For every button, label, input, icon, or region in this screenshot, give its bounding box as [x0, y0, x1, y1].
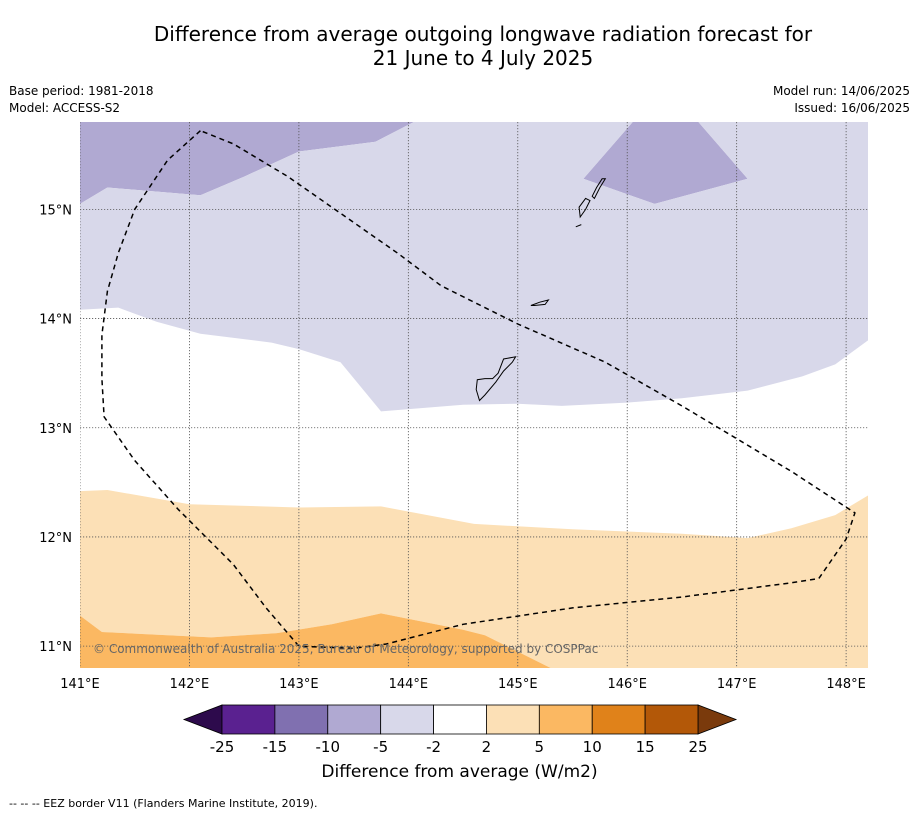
longitude-tick-label: 143°E — [279, 677, 319, 692]
latitude-tick-label: 13°N — [39, 422, 72, 437]
island-outline — [591, 178, 607, 200]
title-line-2: 21 June to 4 July 2025 — [372, 46, 594, 70]
latitude-tick-label: 15°N — [39, 203, 72, 218]
anomaly-region — [80, 490, 868, 668]
model-text: Model: ACCESS-S2 — [9, 101, 121, 115]
forecast-map: © Commonwealth of Australia 2025, Bureau… — [39, 122, 868, 692]
eez-footnote: -- -- -- EEZ border V11 (Flanders Marine… — [9, 797, 318, 810]
latitude-tick-label: 14°N — [39, 313, 72, 328]
latitude-tick-label: 12°N — [39, 531, 72, 546]
model-run-text: Model run: 14/06/2025 — [772, 84, 910, 98]
longitude-tick-label: 142°E — [170, 677, 210, 692]
chart-title: Difference from average outgoing longwav… — [0, 22, 919, 70]
island-outline — [530, 299, 550, 306]
longitude-tick-label: 146°E — [607, 677, 647, 692]
meta-right: Model run: 14/06/2025 Issued: 16/06/2025 — [773, 83, 910, 117]
plot-area: © Commonwealth of Australia 2025, Bureau… — [80, 122, 868, 668]
anomaly-region — [583, 122, 748, 204]
island-outline — [575, 224, 582, 228]
title-line-1: Difference from average outgoing longwav… — [153, 22, 813, 46]
anomaly-region — [80, 613, 551, 668]
island-outline — [475, 356, 517, 402]
longitude-tick-label: 145°E — [498, 677, 538, 692]
issued-text: Issued: 16/06/2025 — [794, 101, 910, 115]
copyright-text: © Commonwealth of Australia 2025, Bureau… — [93, 642, 598, 656]
anomaly-region — [80, 122, 414, 204]
island-outline — [578, 197, 591, 219]
eez-border — [101, 130, 856, 650]
base-period-text: Base period: 1981-2018 — [9, 84, 154, 98]
anomaly-region — [80, 122, 868, 412]
meta-left: Base period: 1981-2018 Model: ACCESS-S2 — [9, 83, 154, 117]
longitude-tick-label: 141°E — [60, 677, 100, 692]
colorbar-title: Difference from average (W/m2) — [321, 762, 598, 782]
latitude-tick-label: 11°N — [39, 640, 72, 655]
longitude-tick-label: 147°E — [717, 677, 757, 692]
longitude-tick-label: 148°E — [826, 677, 866, 692]
longitude-tick-label: 144°E — [389, 677, 429, 692]
